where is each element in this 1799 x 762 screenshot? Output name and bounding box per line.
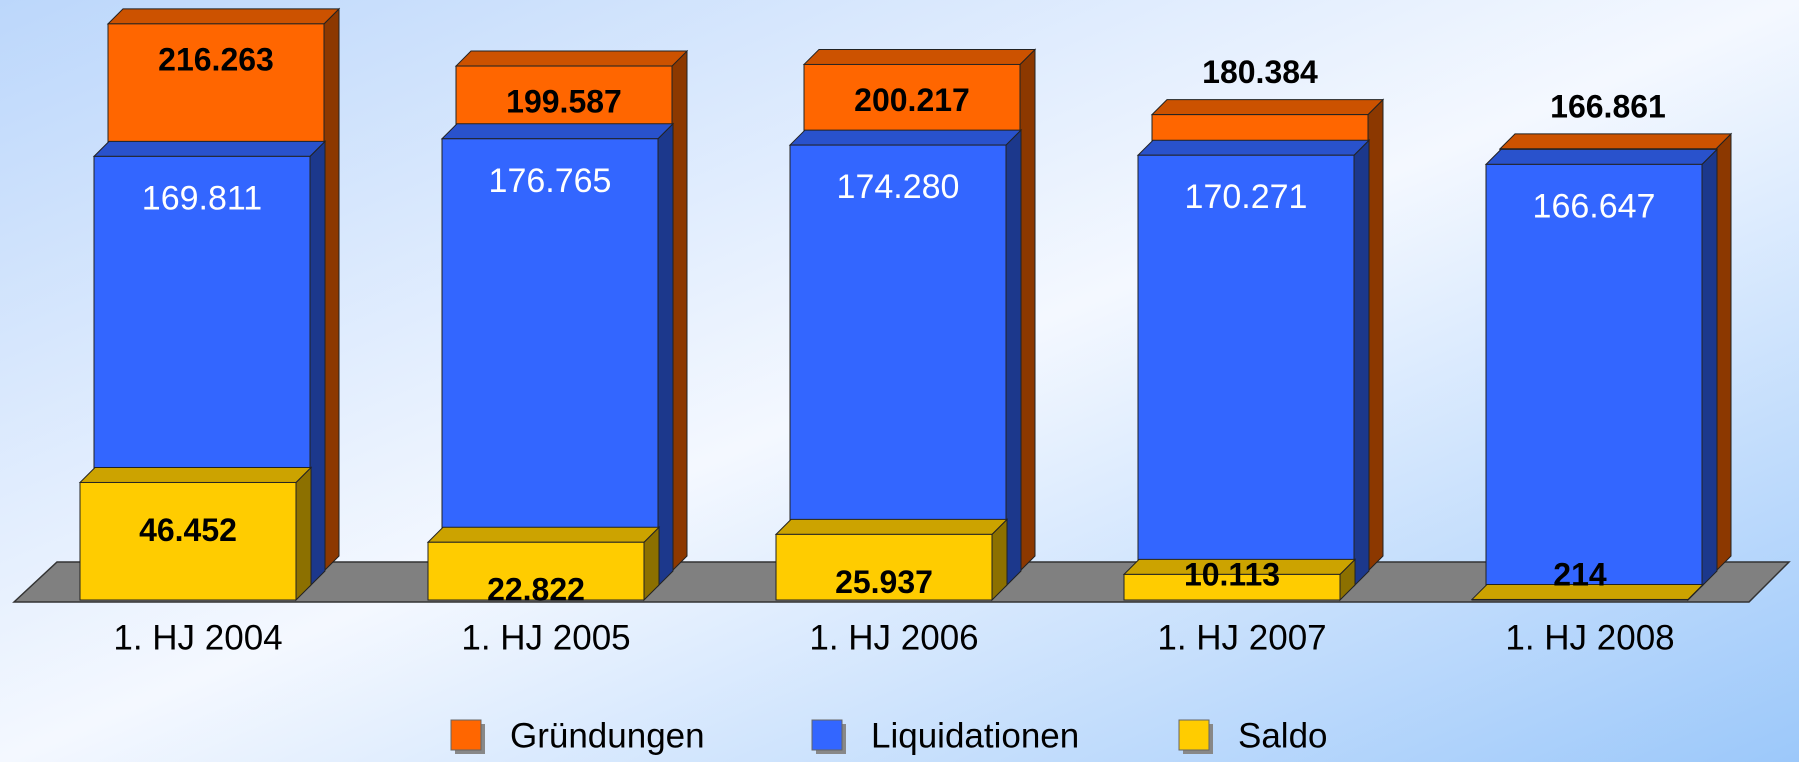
value-label: 176.765 — [489, 162, 612, 200]
bar-side — [1701, 148, 1718, 588]
value-label: 22.822 — [487, 571, 585, 607]
bar — [788, 128, 1023, 588]
bar-front — [441, 138, 659, 587]
value-label: 200.217 — [854, 82, 970, 118]
bar-side — [323, 7, 340, 573]
value-label: 169.811 — [142, 179, 262, 217]
bar — [1484, 148, 1719, 588]
bar-top — [426, 526, 661, 543]
bar-top — [454, 50, 689, 67]
bar-top — [802, 48, 1037, 65]
bar-side — [295, 466, 312, 602]
legend-swatch — [811, 719, 843, 751]
value-label: 10.113 — [1184, 556, 1280, 592]
bar-front — [427, 541, 645, 601]
bar-top — [774, 518, 1009, 535]
bar-side — [1715, 132, 1732, 573]
value-label: 170.271 — [1185, 178, 1308, 216]
bar-side — [1353, 139, 1370, 588]
bar-front — [789, 144, 1007, 587]
value-label: 216.263 — [158, 41, 274, 77]
bar-top — [92, 140, 327, 157]
legend-swatch — [1178, 719, 1210, 751]
value-label: 199.587 — [506, 83, 622, 119]
bar-front — [1137, 154, 1355, 587]
legend-label: Liquidationen — [871, 716, 1079, 755]
bar — [78, 466, 313, 602]
bar-top — [1484, 148, 1719, 165]
bar — [426, 526, 661, 602]
bar-side — [657, 122, 674, 588]
value-label: 25.937 — [835, 564, 933, 600]
x-tick-label: 1. HJ 2007 — [1157, 618, 1326, 657]
bar-top — [440, 123, 675, 140]
legend-label: Saldo — [1238, 716, 1328, 755]
bar-side — [1005, 128, 1022, 588]
value-label: 166.861 — [1550, 88, 1666, 124]
bar — [1122, 558, 1357, 602]
bar-top — [1150, 99, 1385, 116]
bar — [1136, 139, 1371, 588]
legend-swatch — [450, 719, 482, 751]
x-tick-label: 1. HJ 2004 — [113, 618, 282, 657]
bar-side — [1019, 48, 1036, 573]
bar — [1470, 583, 1705, 602]
value-label: 166.647 — [1533, 187, 1656, 225]
bar-side — [309, 140, 326, 588]
x-tick-label: 1. HJ 2005 — [461, 618, 630, 657]
value-label: 214 — [1553, 556, 1607, 592]
value-label: 174.280 — [837, 168, 960, 206]
bar-top — [788, 129, 1023, 146]
bar-side — [671, 49, 688, 573]
bar — [440, 122, 675, 588]
value-label: 46.452 — [139, 512, 237, 548]
legend-label: Gründungen — [510, 716, 705, 755]
x-tick-label: 1. HJ 2008 — [1505, 618, 1674, 657]
bar-side — [1367, 98, 1384, 573]
value-label: 180.384 — [1202, 54, 1318, 90]
bar — [774, 518, 1009, 602]
bar-front — [1485, 163, 1703, 587]
bar-top — [1136, 139, 1371, 156]
x-tick-label: 1. HJ 2006 — [809, 618, 978, 657]
bar-front — [1471, 598, 1689, 601]
bar-front — [1123, 573, 1341, 601]
bar-top — [1498, 133, 1733, 150]
bar-front — [79, 481, 297, 601]
bar-top — [106, 8, 341, 25]
bar-top — [78, 466, 313, 483]
bar-front — [775, 533, 993, 601]
